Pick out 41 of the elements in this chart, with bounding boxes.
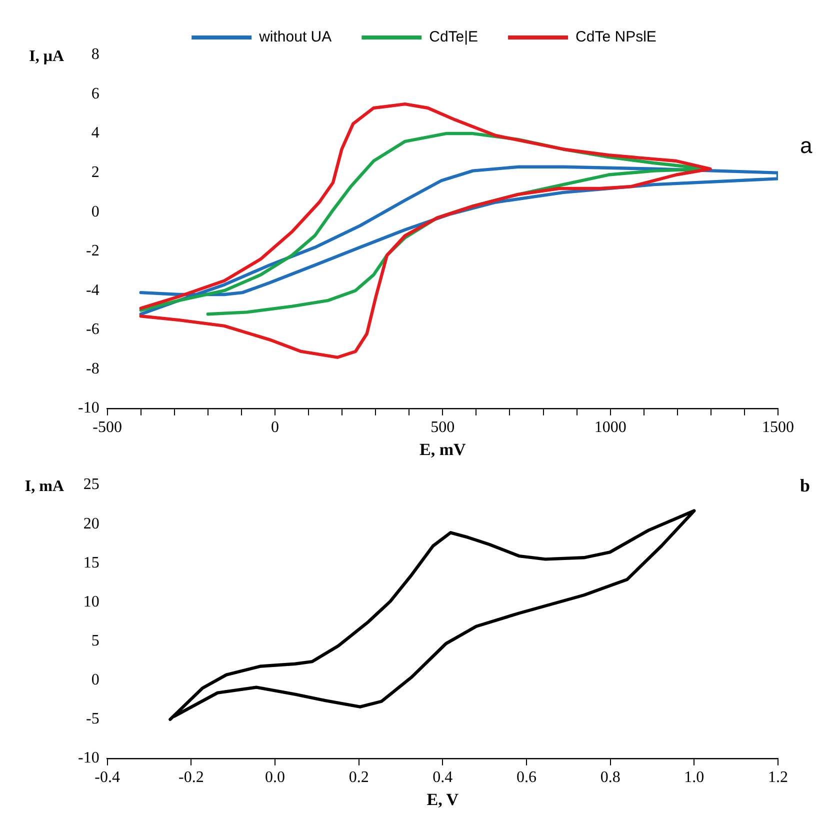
y-tick-label: 4: [91, 124, 100, 142]
y-tick-label: -4: [86, 282, 100, 299]
text: b: [800, 476, 810, 496]
y-axis-title: I, μA: [29, 48, 64, 66]
x-axis-title: E, V: [426, 790, 460, 810]
y-tick-label: 8: [91, 46, 100, 64]
y-tick-label: 20: [83, 515, 100, 532]
x-tick-label: 1.2: [768, 769, 788, 786]
y-tick-label: -6: [86, 321, 100, 338]
x-tick-label: 0: [270, 419, 279, 436]
x-tick-label: 1000: [594, 419, 626, 436]
x-tick-label: 0.2: [348, 769, 369, 786]
x-tick-label: 1500: [762, 419, 794, 436]
y-tick-label: 25: [83, 476, 100, 494]
x-tick-label: 0.6: [516, 769, 536, 786]
x-tick-label: -0.2: [178, 769, 204, 786]
legend-label: CdTe NPslE: [576, 28, 656, 46]
x-axis-title: E, mV: [420, 440, 467, 460]
x-tick-label: 0.4: [432, 769, 453, 786]
text: a: [800, 132, 813, 158]
y-tick-label: -10: [78, 750, 100, 767]
y-tick-label: 2: [91, 164, 100, 182]
y-tick-label: 0: [91, 203, 100, 220]
y-tick-label: -5: [86, 710, 100, 728]
x-tick-label: 0.0: [264, 769, 285, 786]
y-tick-label: 10: [83, 593, 100, 610]
y-tick-label: 0: [91, 671, 100, 688]
y-tick-label: -2: [86, 242, 100, 260]
y-axis-title: I, mA: [24, 478, 64, 496]
x-tick-label: -0.4: [94, 769, 120, 786]
legend-label: without UA: [258, 28, 332, 46]
x-tick-label: 1.0: [684, 769, 704, 786]
y-tick-label: 15: [83, 554, 100, 572]
y-tick-label: 5: [91, 632, 100, 650]
y-tick-label: -8: [86, 360, 100, 378]
x-tick-label: 0.8: [600, 769, 620, 786]
x-tick-label: -500: [92, 419, 122, 436]
x-tick-label: 500: [430, 419, 455, 436]
legend-label: CdTe|E: [429, 28, 478, 46]
y-tick-label: 6: [91, 85, 100, 102]
y-tick-label: -10: [78, 400, 100, 417]
